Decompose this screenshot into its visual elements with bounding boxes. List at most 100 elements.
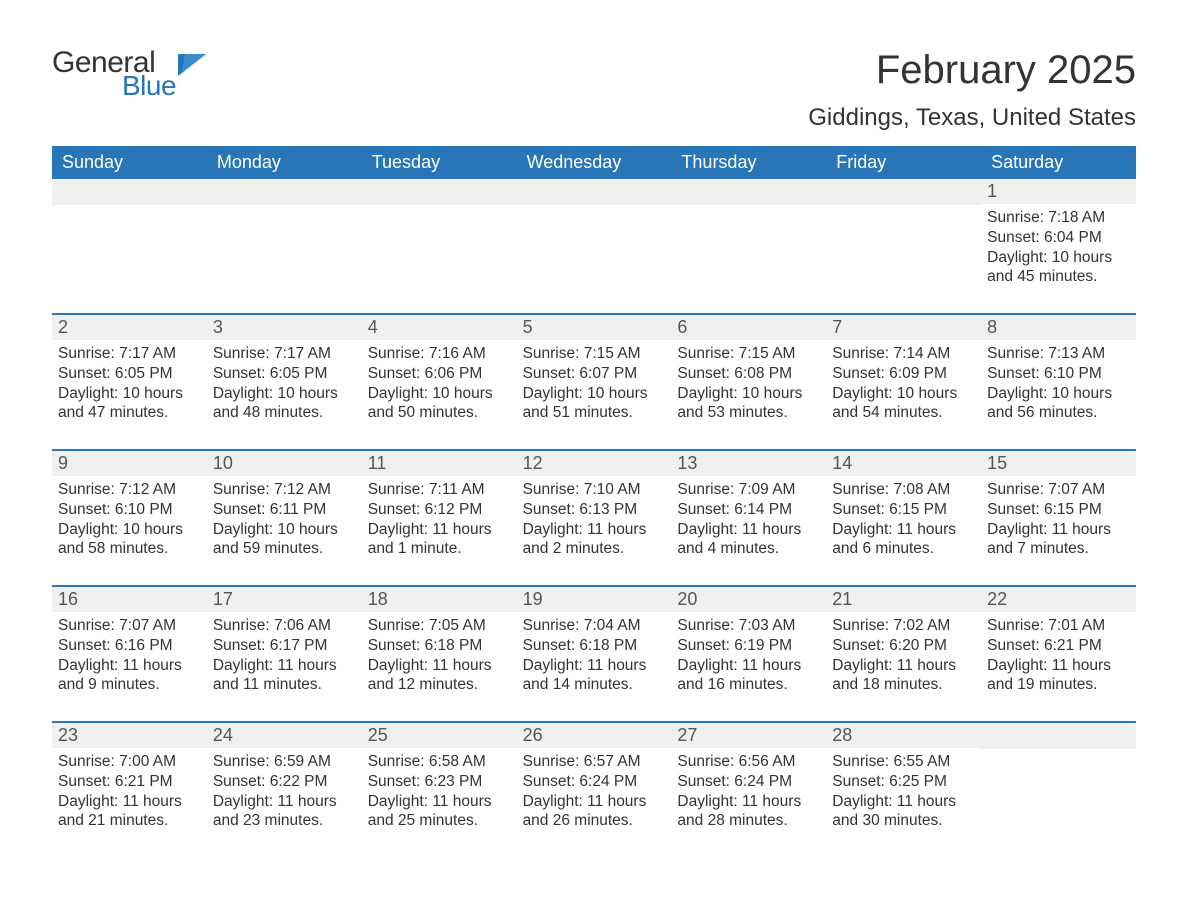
day-details: Sunrise: 6:58 AMSunset: 6:23 PMDaylight:… — [362, 748, 517, 837]
day-details: Sunrise: 7:03 AMSunset: 6:19 PMDaylight:… — [671, 612, 826, 701]
day-number: 8 — [981, 315, 1136, 340]
day-details: Sunrise: 7:02 AMSunset: 6:20 PMDaylight:… — [826, 612, 981, 701]
day-number: 11 — [362, 451, 517, 476]
day-cell: 13Sunrise: 7:09 AMSunset: 6:14 PMDayligh… — [671, 451, 826, 585]
weekday-monday: Monday — [207, 146, 362, 179]
day-number — [52, 179, 207, 205]
day-number: 18 — [362, 587, 517, 612]
day-number: 13 — [671, 451, 826, 476]
day-details: Sunrise: 7:17 AMSunset: 6:05 PMDaylight:… — [207, 340, 362, 429]
day-details: Sunrise: 7:18 AMSunset: 6:04 PMDaylight:… — [981, 204, 1136, 293]
day-cell: 26Sunrise: 6:57 AMSunset: 6:24 PMDayligh… — [517, 723, 672, 857]
weekday-wednesday: Wednesday — [517, 146, 672, 179]
day-details: Sunrise: 7:12 AMSunset: 6:10 PMDaylight:… — [52, 476, 207, 565]
day-cell — [517, 179, 672, 313]
day-cell: 21Sunrise: 7:02 AMSunset: 6:20 PMDayligh… — [826, 587, 981, 721]
day-number — [362, 179, 517, 205]
day-cell: 8Sunrise: 7:13 AMSunset: 6:10 PMDaylight… — [981, 315, 1136, 449]
day-cell: 23Sunrise: 7:00 AMSunset: 6:21 PMDayligh… — [52, 723, 207, 857]
day-number: 15 — [981, 451, 1136, 476]
weekday-sunday: Sunday — [52, 146, 207, 179]
calendar: SundayMondayTuesdayWednesdayThursdayFrid… — [52, 146, 1136, 857]
day-number: 19 — [517, 587, 672, 612]
day-number — [826, 179, 981, 205]
day-details: Sunrise: 7:09 AMSunset: 6:14 PMDaylight:… — [671, 476, 826, 565]
day-number — [207, 179, 362, 205]
day-cell: 9Sunrise: 7:12 AMSunset: 6:10 PMDaylight… — [52, 451, 207, 585]
day-cell: 24Sunrise: 6:59 AMSunset: 6:22 PMDayligh… — [207, 723, 362, 857]
day-cell: 1Sunrise: 7:18 AMSunset: 6:04 PMDaylight… — [981, 179, 1136, 313]
day-number — [517, 179, 672, 205]
day-cell: 19Sunrise: 7:04 AMSunset: 6:18 PMDayligh… — [517, 587, 672, 721]
week-row: 23Sunrise: 7:00 AMSunset: 6:21 PMDayligh… — [52, 721, 1136, 857]
day-details: Sunrise: 7:07 AMSunset: 6:15 PMDaylight:… — [981, 476, 1136, 565]
day-cell: 16Sunrise: 7:07 AMSunset: 6:16 PMDayligh… — [52, 587, 207, 721]
day-number: 28 — [826, 723, 981, 748]
day-number: 20 — [671, 587, 826, 612]
day-number: 24 — [207, 723, 362, 748]
day-cell — [52, 179, 207, 313]
weekday-tuesday: Tuesday — [362, 146, 517, 179]
day-details: Sunrise: 7:11 AMSunset: 6:12 PMDaylight:… — [362, 476, 517, 565]
day-details: Sunrise: 7:07 AMSunset: 6:16 PMDaylight:… — [52, 612, 207, 701]
day-number: 12 — [517, 451, 672, 476]
day-cell: 2Sunrise: 7:17 AMSunset: 6:05 PMDaylight… — [52, 315, 207, 449]
day-cell: 28Sunrise: 6:55 AMSunset: 6:25 PMDayligh… — [826, 723, 981, 857]
day-number: 7 — [826, 315, 981, 340]
day-details: Sunrise: 7:13 AMSunset: 6:10 PMDaylight:… — [981, 340, 1136, 429]
day-cell: 20Sunrise: 7:03 AMSunset: 6:19 PMDayligh… — [671, 587, 826, 721]
day-number: 10 — [207, 451, 362, 476]
day-cell: 22Sunrise: 7:01 AMSunset: 6:21 PMDayligh… — [981, 587, 1136, 721]
day-number: 16 — [52, 587, 207, 612]
day-details: Sunrise: 7:15 AMSunset: 6:08 PMDaylight:… — [671, 340, 826, 429]
day-details: Sunrise: 6:56 AMSunset: 6:24 PMDaylight:… — [671, 748, 826, 837]
day-details: Sunrise: 7:06 AMSunset: 6:17 PMDaylight:… — [207, 612, 362, 701]
day-cell: 5Sunrise: 7:15 AMSunset: 6:07 PMDaylight… — [517, 315, 672, 449]
day-details: Sunrise: 7:05 AMSunset: 6:18 PMDaylight:… — [362, 612, 517, 701]
day-cell — [671, 179, 826, 313]
weekday-saturday: Saturday — [981, 146, 1136, 179]
week-row: 2Sunrise: 7:17 AMSunset: 6:05 PMDaylight… — [52, 313, 1136, 449]
day-details: Sunrise: 7:00 AMSunset: 6:21 PMDaylight:… — [52, 748, 207, 837]
logo-word-blue: Blue — [122, 72, 176, 100]
day-number: 9 — [52, 451, 207, 476]
weekday-friday: Friday — [826, 146, 981, 179]
day-cell: 25Sunrise: 6:58 AMSunset: 6:23 PMDayligh… — [362, 723, 517, 857]
day-number: 21 — [826, 587, 981, 612]
day-number: 4 — [362, 315, 517, 340]
day-cell — [362, 179, 517, 313]
day-cell: 6Sunrise: 7:15 AMSunset: 6:08 PMDaylight… — [671, 315, 826, 449]
day-details: Sunrise: 7:12 AMSunset: 6:11 PMDaylight:… — [207, 476, 362, 565]
day-cell — [826, 179, 981, 313]
day-number: 25 — [362, 723, 517, 748]
header-row: General Blue February 2025 — [52, 48, 1136, 100]
day-number: 23 — [52, 723, 207, 748]
location-subtitle: Giddings, Texas, United States — [52, 104, 1136, 132]
day-number: 26 — [517, 723, 672, 748]
day-number: 1 — [981, 179, 1136, 204]
day-cell: 12Sunrise: 7:10 AMSunset: 6:13 PMDayligh… — [517, 451, 672, 585]
day-number: 5 — [517, 315, 672, 340]
week-row: 16Sunrise: 7:07 AMSunset: 6:16 PMDayligh… — [52, 585, 1136, 721]
week-row: 1Sunrise: 7:18 AMSunset: 6:04 PMDaylight… — [52, 179, 1136, 313]
day-number: 22 — [981, 587, 1136, 612]
weekday-header-row: SundayMondayTuesdayWednesdayThursdayFrid… — [52, 146, 1136, 179]
day-cell: 17Sunrise: 7:06 AMSunset: 6:17 PMDayligh… — [207, 587, 362, 721]
week-row: 9Sunrise: 7:12 AMSunset: 6:10 PMDaylight… — [52, 449, 1136, 585]
day-details: Sunrise: 7:16 AMSunset: 6:06 PMDaylight:… — [362, 340, 517, 429]
day-number — [981, 723, 1136, 749]
day-details: Sunrise: 6:57 AMSunset: 6:24 PMDaylight:… — [517, 748, 672, 837]
day-number: 6 — [671, 315, 826, 340]
day-details: Sunrise: 7:17 AMSunset: 6:05 PMDaylight:… — [52, 340, 207, 429]
day-details: Sunrise: 6:55 AMSunset: 6:25 PMDaylight:… — [826, 748, 981, 837]
day-number — [671, 179, 826, 205]
day-details: Sunrise: 7:10 AMSunset: 6:13 PMDaylight:… — [517, 476, 672, 565]
day-number: 14 — [826, 451, 981, 476]
day-cell: 14Sunrise: 7:08 AMSunset: 6:15 PMDayligh… — [826, 451, 981, 585]
day-cell: 10Sunrise: 7:12 AMSunset: 6:11 PMDayligh… — [207, 451, 362, 585]
day-details: Sunrise: 7:15 AMSunset: 6:07 PMDaylight:… — [517, 340, 672, 429]
calendar-body: 1Sunrise: 7:18 AMSunset: 6:04 PMDaylight… — [52, 179, 1136, 857]
day-details: Sunrise: 7:01 AMSunset: 6:21 PMDaylight:… — [981, 612, 1136, 701]
day-number: 2 — [52, 315, 207, 340]
day-number: 17 — [207, 587, 362, 612]
